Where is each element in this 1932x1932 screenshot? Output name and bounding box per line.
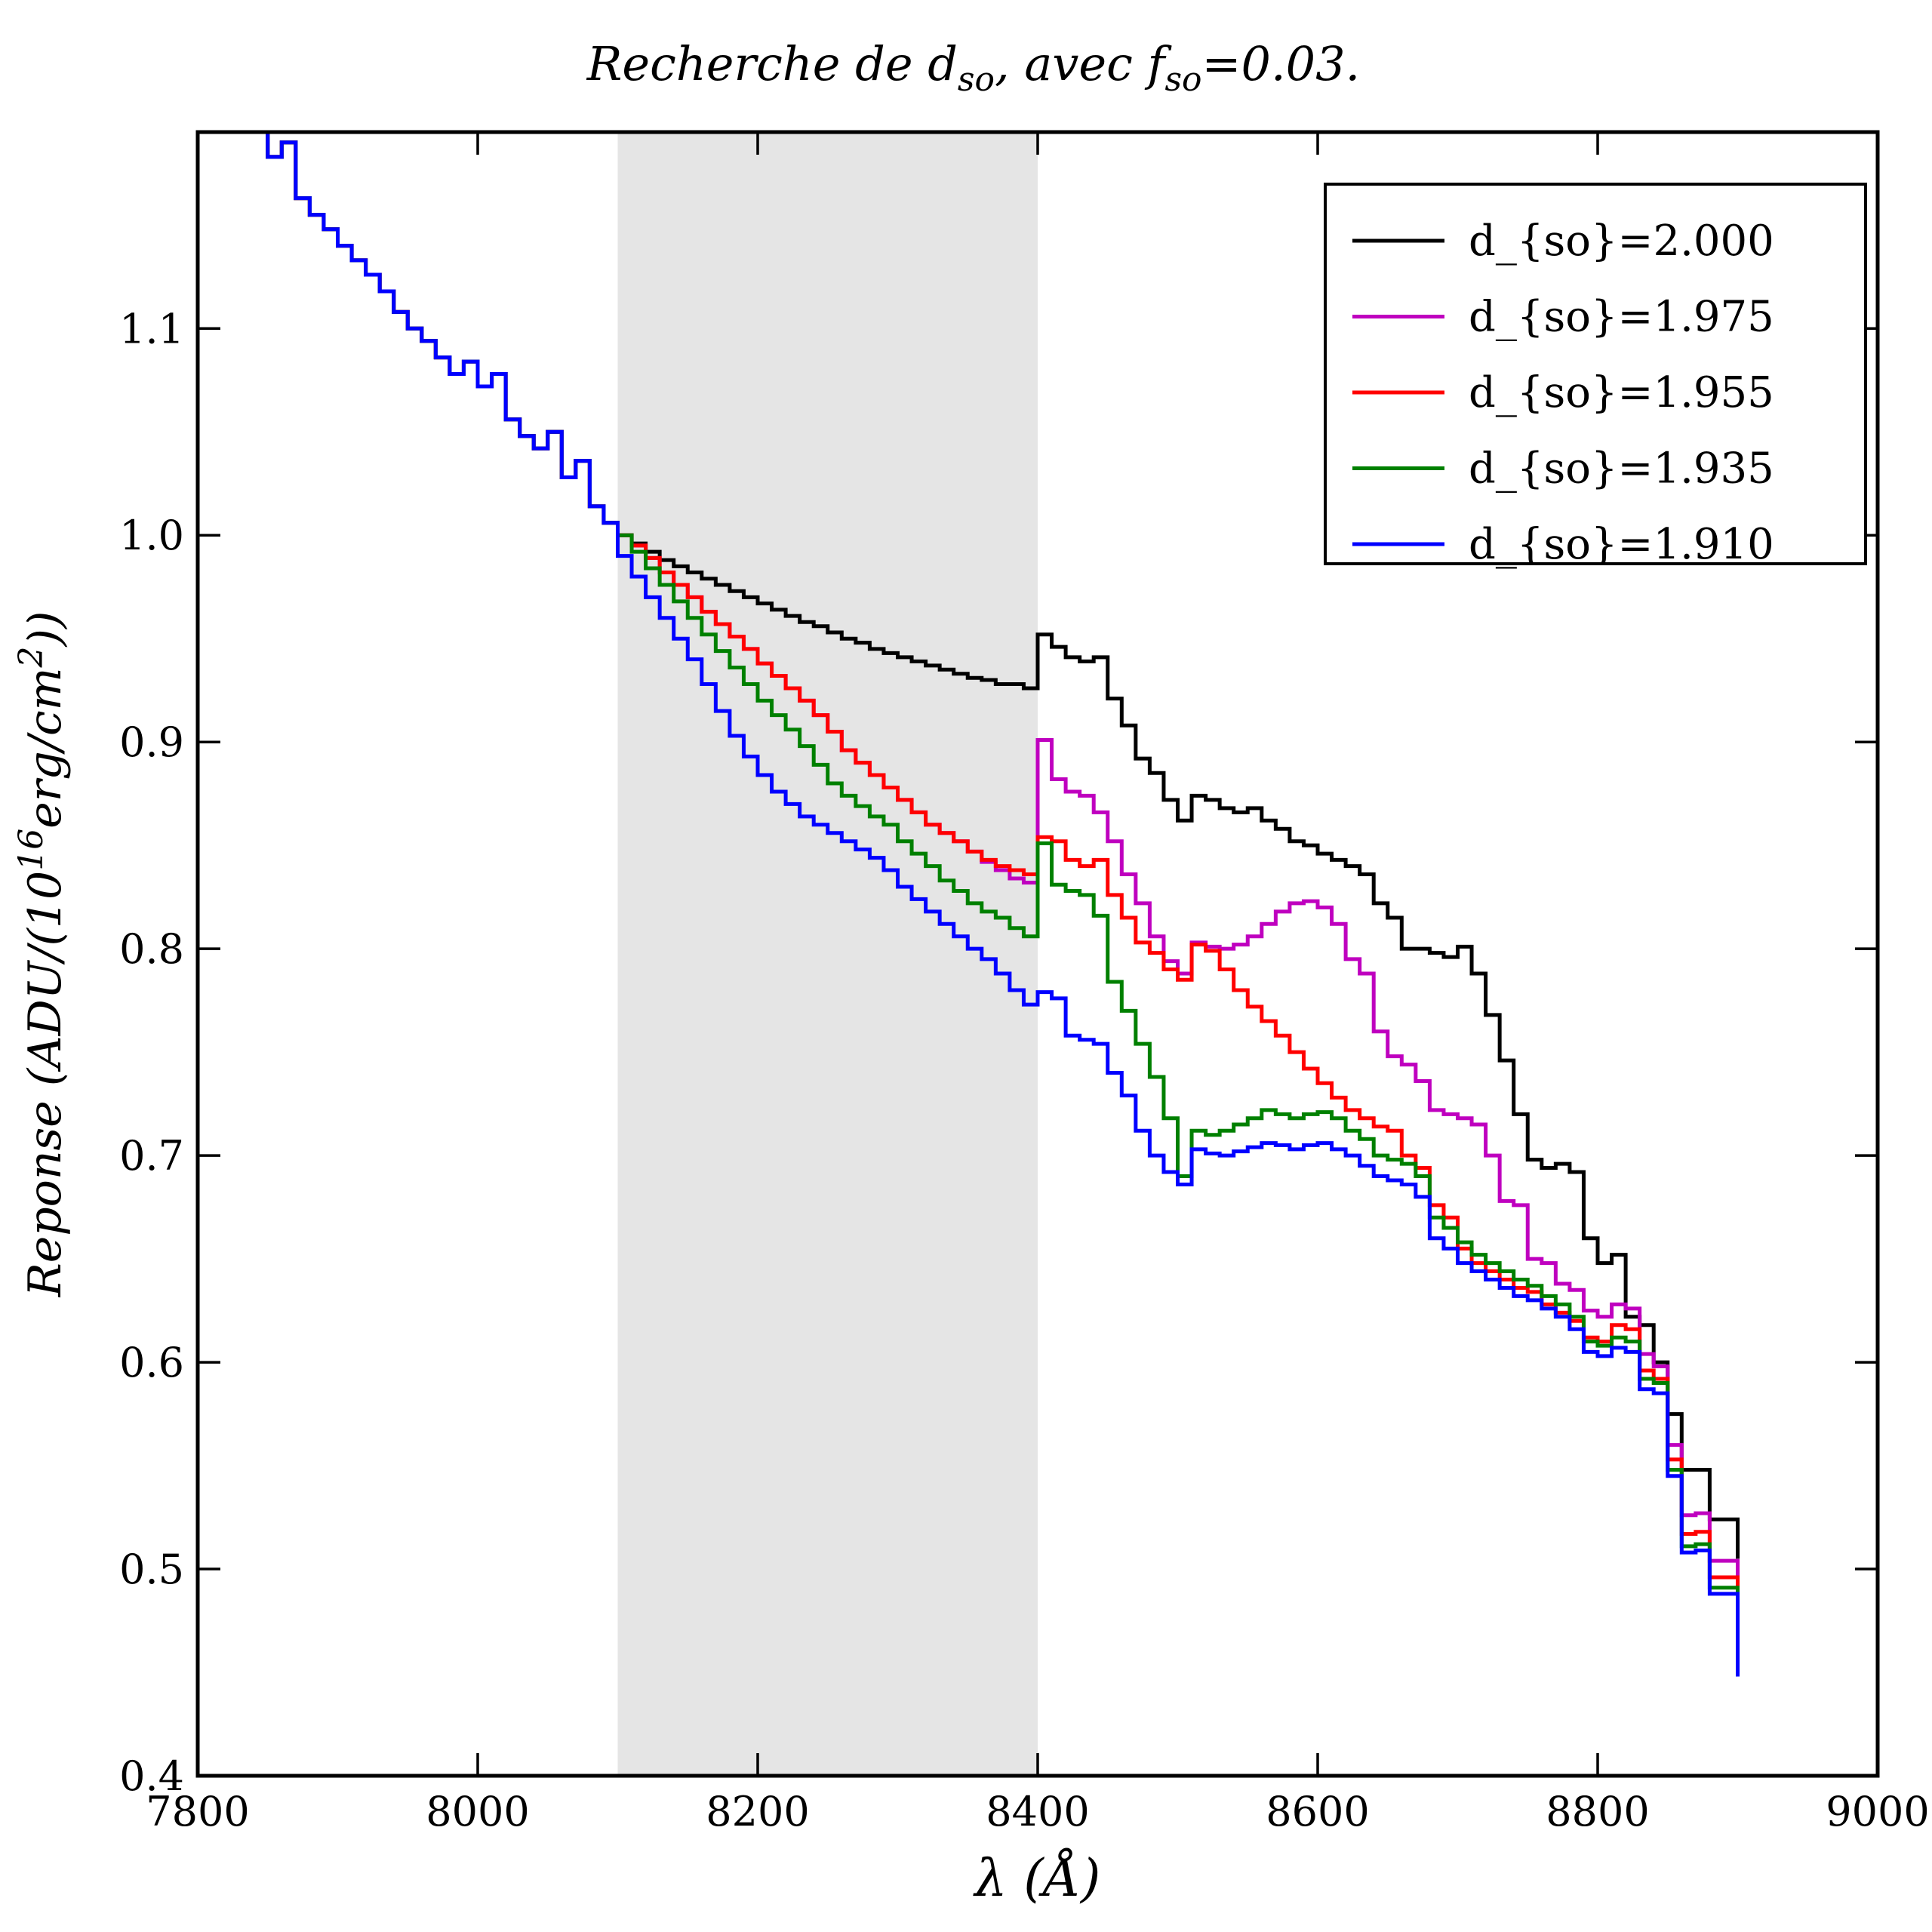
x-tick-label: 9000: [1826, 1788, 1929, 1835]
legend-entry: d_{so}=1.910: [1352, 520, 1774, 569]
x-tick-label: 8000: [426, 1788, 529, 1835]
legend-entry: d_{so}=1.935: [1352, 445, 1774, 494]
shaded-region: [617, 132, 1038, 1776]
y-tick-label: 0.4: [119, 1752, 184, 1800]
y-tick-label: 0.6: [119, 1339, 184, 1386]
y-tick-label: 1.1: [119, 305, 184, 352]
legend-entry: d_{so}=1.955: [1352, 368, 1774, 417]
x-tick-label: 8200: [706, 1788, 809, 1835]
chart-title: Recherche de dso, avec fso=0.03.: [586, 36, 1361, 99]
y-tick-label: 0.8: [119, 925, 184, 973]
x-tick-label: 7800: [146, 1788, 249, 1835]
y-tick-label: 0.5: [119, 1546, 184, 1593]
y-tick-label: 0.7: [119, 1132, 184, 1180]
legend-label: d_{so}=1.935: [1469, 445, 1774, 494]
series-path-4: [266, 132, 1740, 1677]
x-tick-label: 8800: [1546, 1788, 1649, 1835]
legend: d_{so}=2.000 d_{so}=1.975 d_{so}=1.955 d_{s…: [1324, 183, 1867, 569]
y-tick-label: 0.9: [119, 718, 184, 766]
legend-label: d_{so}=1.955: [1469, 368, 1774, 417]
legend-entry: d_{so}=2.000: [1352, 217, 1774, 266]
x-tick-label: 8600: [1266, 1788, 1369, 1835]
y-axis-label: Reponse (ADU/(1016erg/cm2)): [12, 611, 72, 1298]
ticks-group: [196, 132, 1879, 1777]
legend-label: d_{so}=1.975: [1469, 293, 1774, 342]
x-axis-label: λ (Å): [973, 1848, 1101, 1909]
legend-label: d_{so}=2.000: [1469, 217, 1774, 266]
legend-label: d_{so}=1.910: [1469, 520, 1774, 569]
series-group: [266, 132, 1740, 1677]
x-tick-label: 8400: [986, 1788, 1089, 1835]
legend-box: [1324, 183, 1867, 565]
legend-entry: d_{so}=1.975: [1352, 293, 1774, 342]
y-tick-label: 1.0: [119, 512, 184, 559]
